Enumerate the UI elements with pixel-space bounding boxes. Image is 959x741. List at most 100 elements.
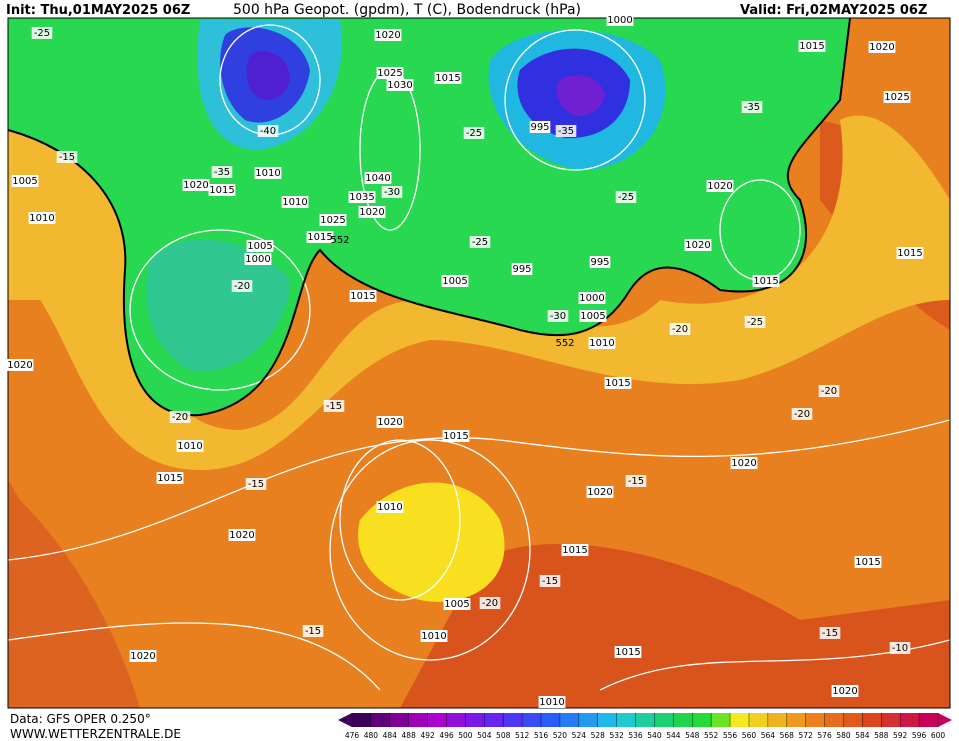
pressure-label-box	[376, 501, 404, 513]
pressure-label-box	[358, 206, 386, 218]
temperature-label-box	[741, 101, 763, 113]
pressure-label: 995	[512, 264, 531, 275]
pressure-label-box	[798, 40, 826, 52]
pressure-label: 1000	[579, 293, 604, 304]
pressure-label-box	[208, 184, 236, 196]
pressure-label-box	[614, 646, 642, 658]
pressure-label-box	[319, 214, 347, 226]
temperature-label-box	[381, 186, 403, 198]
colorbar-swatch	[484, 713, 504, 727]
temperature-label-box	[469, 236, 491, 248]
pressure-label: 1020	[731, 458, 756, 469]
temperature-label: -15	[326, 401, 342, 412]
colorbar-swatch	[465, 713, 485, 727]
temperature-label: -15	[542, 576, 558, 587]
temperature-label-box	[744, 316, 766, 328]
pressure-label: 1005	[12, 176, 37, 187]
colorbar-label: 512	[515, 731, 530, 740]
colorbar-label: 544	[666, 731, 681, 740]
data-source: Data: GFS OPER 0.250°	[10, 712, 151, 726]
temperature-label-box	[245, 478, 267, 490]
colorbar-swatch	[843, 713, 863, 727]
colorbar-swatch	[767, 713, 788, 727]
temperature-label: -25	[472, 237, 488, 248]
pressure-label-box	[376, 67, 404, 79]
colorbar-swatch	[503, 713, 523, 727]
temperature-label-box	[479, 597, 501, 609]
pressure-label-box	[586, 486, 614, 498]
temperature-label: -15	[59, 152, 75, 163]
pressure-label: 1015	[855, 557, 880, 568]
temperature-label: -25	[747, 317, 763, 328]
pressure-label-box	[578, 292, 606, 304]
temperature-label-box	[56, 151, 78, 163]
temperature-label: -20	[172, 412, 188, 423]
temperature-label-box	[555, 125, 577, 137]
colorbar-label: 536	[628, 731, 643, 740]
pressure-label: 1025	[320, 215, 345, 226]
pressure-label: 1020	[229, 530, 254, 541]
colorbar-swatch	[824, 713, 844, 727]
temperature-label: -20	[482, 598, 498, 609]
pressure-label: 1015	[799, 41, 824, 52]
colorbar-swatch	[578, 713, 599, 727]
temperature-label-box	[669, 323, 691, 335]
colorbar-label: 588	[874, 731, 889, 740]
pressure-label-box	[883, 91, 911, 103]
colorbar-swatch	[616, 713, 637, 727]
colorbar-swatch	[559, 713, 580, 727]
pressure-label-box	[349, 290, 377, 302]
map-title: 500 hPa Geopot. (gpdm), T (C), Bodendruc…	[233, 2, 581, 18]
pressure-label: 995	[590, 257, 609, 268]
pressure-label: 1015	[605, 378, 630, 389]
website: WWW.WETTERZENTRALE.DE	[10, 727, 181, 741]
pressure-label: 1015	[350, 291, 375, 302]
pressure-label-box	[182, 179, 210, 191]
pressure-label-box	[854, 556, 882, 568]
pressure-label: 1030	[387, 80, 412, 91]
colorbar-label: 500	[458, 731, 473, 740]
pressure-label-box	[561, 544, 589, 556]
colorbar-label: 528	[591, 731, 606, 740]
pressure-label: 1025	[884, 92, 909, 103]
pressure-label-box	[684, 239, 712, 251]
pressure-label: 995	[530, 122, 549, 133]
colorbar-label: 540	[647, 731, 662, 740]
colorbar-label: 504	[477, 731, 492, 740]
pressure-label: 1020	[685, 240, 710, 251]
colorbar-label: 492	[420, 731, 435, 740]
colorbar-label: 484	[383, 731, 398, 740]
temperature-label-box	[211, 166, 233, 178]
pressure-label-box	[176, 440, 204, 452]
colorbar-label: 580	[836, 731, 851, 740]
pressure-label-box	[511, 263, 533, 275]
colorbar-swatch	[446, 713, 466, 727]
pressure-label: 1005	[247, 241, 272, 252]
colorbar-label: 584	[855, 731, 870, 740]
pressure-label-box	[831, 685, 859, 697]
colorbar-label: 576	[817, 731, 832, 740]
pressure-label-box	[706, 180, 734, 192]
pressure-label-box	[281, 196, 309, 208]
colorbar-label: 560	[742, 731, 757, 740]
pressure-label: 1020	[707, 181, 732, 192]
pressure-label-box	[442, 430, 470, 442]
pressure-label: 1015	[615, 647, 640, 658]
temperature-label-box	[463, 127, 485, 139]
colorbar-label: 496	[439, 731, 454, 740]
init-time: Init: Thu,01MAY2025 06Z	[6, 3, 190, 18]
pressure-label: 1010	[421, 631, 446, 642]
pressure-label-box	[28, 212, 56, 224]
552-line	[8, 18, 851, 417]
temperature-label-box	[818, 385, 840, 397]
pressure-label-box	[604, 377, 632, 389]
colorbar-swatch	[692, 713, 712, 727]
pressure-label-box	[868, 41, 896, 53]
pressure-label: 1020	[183, 180, 208, 191]
temperature-label: -10	[892, 643, 908, 654]
pressure-label-box	[579, 310, 607, 322]
pressure-label-box	[364, 172, 392, 184]
pressure-label: 1040	[365, 173, 390, 184]
temperature-label: -25	[34, 28, 50, 39]
